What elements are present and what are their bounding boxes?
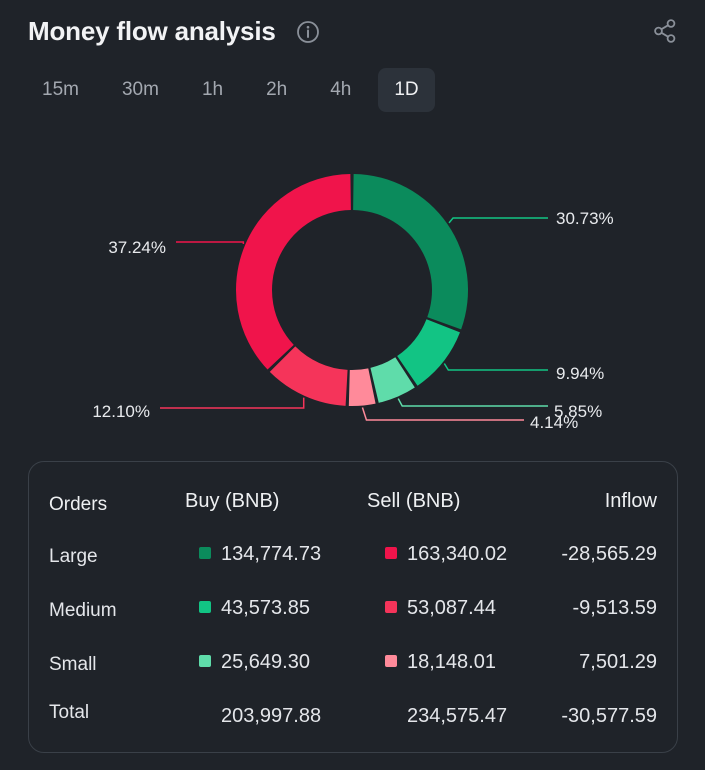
tab-2h[interactable]: 2h [266,79,288,100]
data-label-medium-sell: 12.10% [92,402,150,421]
donut-chart-svg: 30.73% 9.94% 5.85%4.14% 12.10% 37.24% [92,174,614,432]
header-buy: Buy (BNB) [185,490,280,512]
donut-slice-large-buy [353,174,468,330]
legend-swatch-spacer [199,709,211,721]
legend-swatch [199,547,211,559]
share-icon[interactable] [652,18,678,44]
info-icon[interactable] [296,20,320,44]
cell-small-buy: 25,649.30 [199,651,310,674]
tab-30m[interactable]: 30m [121,79,159,100]
orders-table: Orders Buy (BNB) Sell (BNB) Inflow Large… [28,461,678,753]
row-label-total: Total [49,702,90,723]
cell-total-buy: 203,997.88 [199,705,321,728]
large-sell-value: 163,340.02 [407,543,508,565]
legend-swatch [385,655,397,667]
total-buy-value: 203,997.88 [221,705,322,727]
row-label-small: Small [49,654,97,675]
header-inflow: Inflow [604,490,657,512]
cell-large-inflow: -28,565.29 [561,543,657,565]
data-label-small-sell: 4.14% [530,413,578,432]
tab-1h[interactable]: 1h [201,79,224,100]
cell-small-inflow: 7,501.29 [579,651,657,673]
legend-swatch [199,655,211,667]
total-sell-value: 234,575.47 [407,705,508,727]
leader-line-small-buy [397,398,548,407]
cell-large-sell: 163,340.02 [385,543,507,566]
cell-medium-sell: 53,087.44 [385,597,496,620]
header-orders: Orders [49,494,108,515]
legend-swatch [385,601,397,613]
cell-medium-buy: 43,573.85 [199,597,310,620]
row-label-medium: Medium [49,600,117,621]
data-label-small-buy: 5.85% [554,402,602,421]
donut-slice-medium-buy [397,319,460,386]
small-sell-value: 18,148.01 [407,651,496,673]
data-label-large-sell: 37.24% [108,238,166,257]
donut-slice-small-sell [348,368,376,406]
leader-line-large-buy [448,217,548,224]
legend-swatch [385,547,397,559]
tab-1d[interactable]: 1D [378,68,435,112]
tab-4h[interactable]: 4h [330,79,352,100]
donut-slice-small-buy [370,357,415,403]
cell-large-buy: 134,774.73 [199,543,321,566]
data-label-large-buy: 30.73% [556,209,614,228]
header-sell: Sell (BNB) [367,490,461,512]
page-title: Money flow analysis [28,16,276,46]
timeframe-tabs: 15m 30m 1h 2h 4h 1D [26,68,446,112]
donut-slice-medium-sell [269,346,348,406]
data-label-medium-buy: 9.94% [556,364,604,383]
legend-swatch [199,601,211,613]
small-buy-value: 25,649.30 [221,651,310,673]
cell-small-sell: 18,148.01 [385,651,496,674]
cell-total-sell: 234,575.47 [385,705,507,728]
tab-15m[interactable]: 15m [42,79,79,100]
large-buy-value: 134,774.73 [221,543,322,565]
header: Money flow analysis [28,14,678,50]
leader-line-medium-buy [443,363,548,371]
leader-line-large-sell [176,241,245,244]
legend-swatch-spacer [385,709,397,721]
cell-medium-inflow: -9,513.59 [572,597,657,619]
donut-slice-large-sell [235,174,351,370]
leader-line-small-sell [361,407,524,421]
medium-sell-value: 53,087.44 [407,597,496,619]
donut-chart: 30.73% 9.94% 5.85% 4.14% 12.10% 37.24% [0,130,705,460]
leader-line-medium-sell [160,397,305,409]
medium-buy-value: 43,573.85 [221,597,310,619]
row-label-large: Large [49,546,98,567]
cell-total-inflow: -30,577.59 [561,705,657,727]
